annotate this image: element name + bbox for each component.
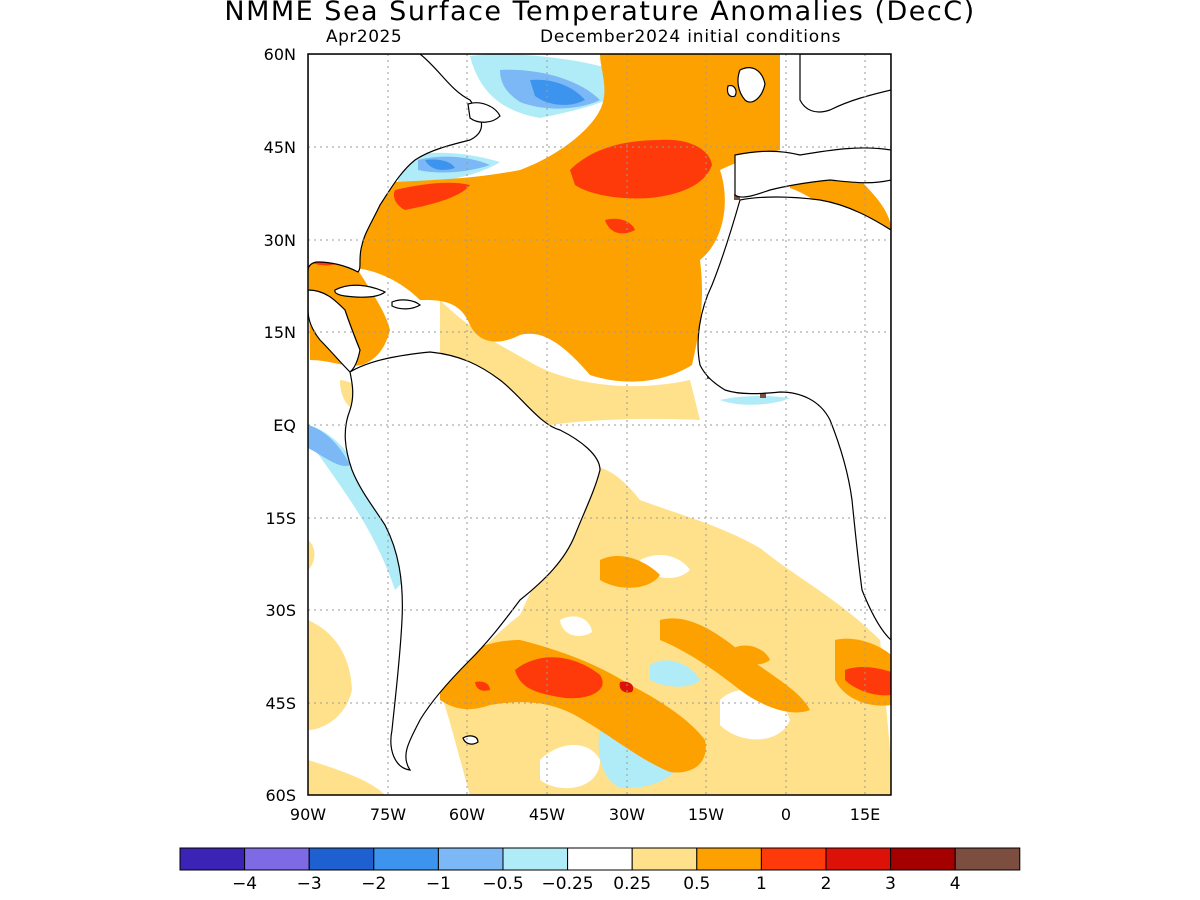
colorbar-label: 4	[950, 874, 961, 894]
colorbar-swatch	[825, 847, 892, 871]
anomaly-field	[308, 54, 891, 795]
lat-label: 60N	[264, 45, 296, 64]
colorbar-label: −2	[361, 874, 386, 894]
map-title: NMME Sea Surface Temperature Anomalies (…	[224, 0, 976, 27]
colorbar-label: 1	[756, 874, 767, 894]
lon-label: 30W	[609, 805, 645, 824]
map-frame	[307, 53, 892, 796]
lon-label: 75W	[370, 805, 406, 824]
lat-label: 15N	[264, 323, 296, 342]
lon-label: 15W	[688, 805, 724, 824]
colorbar-swatch	[244, 847, 310, 871]
colorbar-swatch	[308, 847, 375, 871]
forecast-month: Apr2025	[326, 27, 403, 47]
colorbar-swatch	[696, 847, 762, 871]
colorbar-swatch	[567, 847, 633, 871]
longitude-labels: 90W 75W 60W 45W 30W 15W 0 15E	[290, 805, 880, 824]
lon-label: 0	[781, 805, 791, 824]
colorbar-swatch	[760, 847, 827, 871]
colorbar-swatch	[954, 847, 1021, 871]
colorbar-label: −0.25	[542, 874, 594, 894]
lat-label: EQ	[273, 416, 296, 435]
lon-label: 45W	[529, 805, 565, 824]
colorbar-swatch	[373, 847, 439, 871]
lon-label: 90W	[290, 805, 326, 824]
anomaly-neg1	[425, 79, 585, 170]
lon-label: 60W	[449, 805, 485, 824]
lat-label: 45N	[264, 138, 296, 157]
colorbar-swatch	[631, 847, 698, 871]
colorbar-label: −3	[297, 874, 322, 894]
colorbar: −4 −3 −2 −1 −0.5 −0.25 0.25 0.5 1 2 3 4	[179, 847, 1021, 894]
colorbar-swatch	[437, 847, 504, 871]
lat-label: 30N	[264, 231, 296, 250]
colorbar-label: 0.25	[613, 874, 651, 894]
colorbar-label: 0.5	[683, 874, 710, 894]
colorbar-swatch	[179, 847, 246, 871]
graticule	[308, 54, 891, 795]
latitude-labels: 60N 45N 30N 15N EQ 15S 30S 45S 60S	[264, 45, 296, 805]
anomaly-2-3	[619, 681, 634, 693]
lat-label: 30S	[265, 601, 296, 620]
land-masses	[308, 54, 891, 771]
lon-label: 15E	[850, 805, 880, 824]
lat-label: 45S	[265, 694, 296, 713]
colorbar-label: −0.5	[482, 874, 523, 894]
colorbar-swatch	[890, 847, 956, 871]
colorbar-label: −4	[232, 874, 257, 894]
lat-label: 60S	[265, 786, 296, 805]
colorbar-label: 2	[821, 874, 832, 894]
initial-conditions: December2024 initial conditions	[540, 27, 842, 47]
colorbar-label: −1	[426, 874, 451, 894]
colorbar-swatch	[502, 847, 569, 871]
colorbar-label: 3	[885, 874, 896, 894]
lat-label: 15S	[265, 509, 296, 528]
